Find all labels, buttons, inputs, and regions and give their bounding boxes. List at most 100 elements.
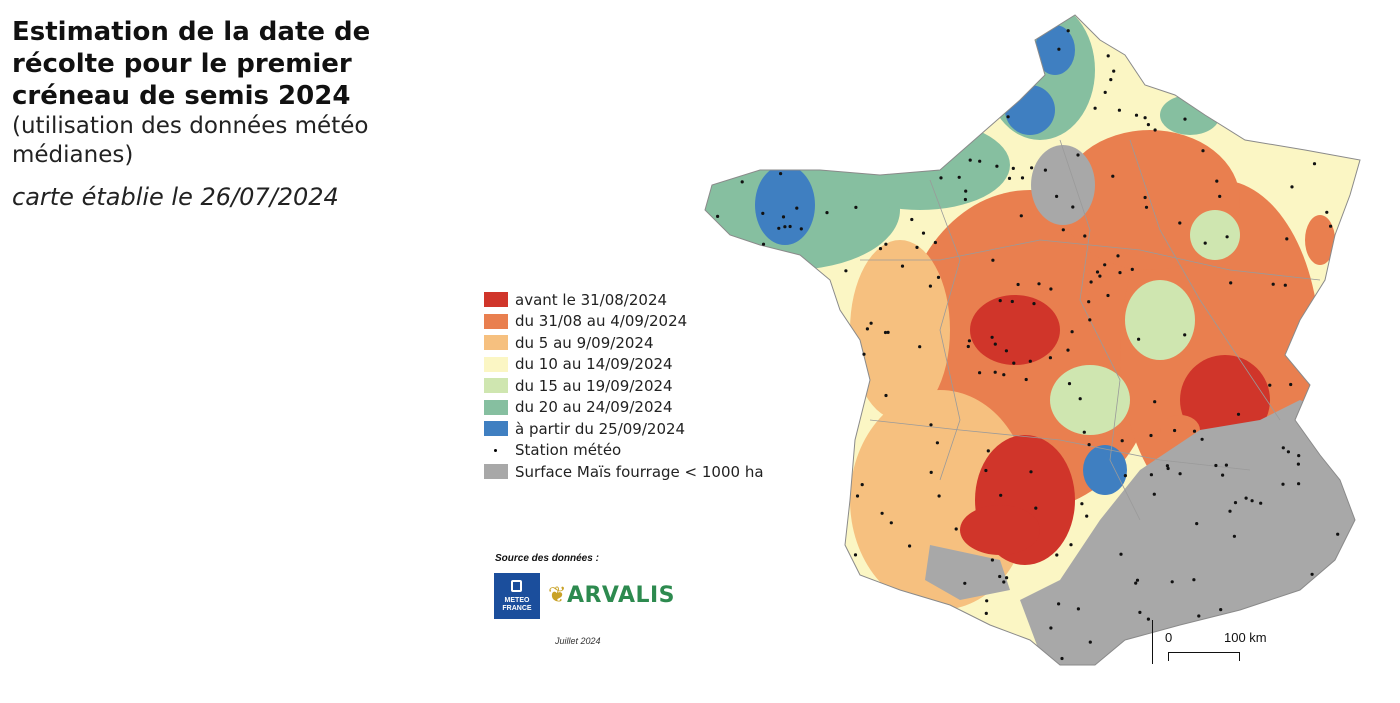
legend-swatch — [484, 313, 508, 329]
north-arrow-icon — [1152, 620, 1156, 664]
station-dot — [908, 544, 912, 548]
legend-swatch — [484, 335, 508, 351]
station-dot — [886, 330, 890, 334]
station-dot — [1232, 534, 1236, 538]
zone-garonne-red — [960, 505, 1040, 555]
legend-label: à partir du 25/09/2024 — [515, 419, 686, 438]
station-dot — [1030, 166, 1034, 170]
station-dot — [985, 599, 989, 603]
france-outline — [704, 14, 1361, 666]
station-dot — [900, 264, 905, 268]
station-dot — [967, 339, 972, 343]
station-dot — [1071, 205, 1075, 209]
zone-west-peach — [850, 240, 950, 420]
station-dot — [1055, 553, 1059, 557]
station-dot — [1106, 293, 1110, 298]
zone-bourgogne-green — [1125, 280, 1195, 360]
station-dot — [1078, 397, 1082, 401]
station-dot — [1310, 572, 1314, 576]
station-dot — [1259, 501, 1263, 505]
legend-item-gray: Surface Maïs fourrage < 1000 ha — [484, 461, 784, 483]
station-dot — [1076, 153, 1080, 157]
station-dot — [1103, 263, 1107, 267]
station-dot — [986, 449, 990, 453]
zone-lorraine-green — [1190, 210, 1240, 260]
station-dot — [984, 468, 988, 473]
scale-zero-label: 0 — [1165, 630, 1173, 645]
station-dot — [966, 344, 970, 349]
station-dot — [995, 164, 999, 168]
station-dot — [884, 393, 888, 398]
arvalis-text: ARVALIS — [566, 583, 676, 608]
station-dot — [1297, 454, 1301, 458]
station-dot — [854, 205, 858, 209]
station-dot — [1043, 168, 1047, 172]
legend-label: du 15 au 19/09/2024 — [515, 376, 673, 395]
region-border — [929, 179, 961, 481]
station-dot — [1088, 318, 1092, 322]
station-dot — [844, 269, 848, 273]
zone-ardennes — [1160, 95, 1220, 135]
legend-swatch — [484, 292, 508, 308]
station-dot — [1183, 333, 1187, 337]
station-dot — [993, 370, 997, 374]
station-dot — [964, 189, 968, 193]
station-dot — [1195, 522, 1199, 526]
station-dot — [1203, 241, 1207, 245]
station-dot — [918, 345, 922, 349]
zone-alsace-orange — [1305, 215, 1335, 265]
station-dot — [1290, 185, 1294, 189]
station-dot — [1011, 166, 1015, 170]
station-dot — [865, 327, 870, 331]
station-dot — [1135, 578, 1140, 582]
meteo-france-text: METEO FRANCE — [502, 597, 532, 612]
station-dot — [1143, 195, 1147, 200]
station-dot — [1010, 299, 1014, 304]
station-dot — [1049, 626, 1053, 630]
station-dot — [1200, 437, 1204, 441]
station-dot — [779, 172, 783, 176]
station-dot — [1144, 205, 1149, 209]
legend-swatch — [484, 356, 508, 372]
station-dot — [1024, 377, 1028, 382]
station-dot — [1007, 176, 1012, 180]
station-dot — [910, 217, 914, 222]
region-border — [1059, 139, 1141, 521]
station-dot — [880, 511, 884, 515]
station-dot — [935, 441, 940, 445]
credits-date: Juillet 2024 — [555, 636, 601, 646]
station-dot — [928, 284, 933, 288]
station-dot — [1111, 174, 1115, 178]
legend-label: du 31/08 au 4/09/2024 — [515, 312, 688, 331]
region-border — [860, 239, 1321, 281]
station-dot — [1067, 382, 1072, 386]
station-dot — [1116, 254, 1120, 258]
station-dot — [1066, 29, 1070, 33]
france-map — [704, 14, 1361, 666]
station-dot — [1087, 300, 1091, 304]
station-dot — [860, 483, 864, 487]
station-dot — [1271, 282, 1275, 286]
region-border — [869, 419, 1251, 471]
station-dot — [1088, 640, 1092, 644]
legend-label: du 20 au 24/09/2024 — [515, 398, 673, 417]
map-subtitle: (utilisation des données météo médianes) — [12, 113, 369, 168]
station-dot — [1289, 382, 1293, 387]
station-dot — [1028, 359, 1032, 363]
station-dot — [1098, 274, 1102, 278]
map-zones — [705, 15, 1360, 665]
station-dot — [957, 175, 961, 179]
station-dot — [1173, 428, 1177, 433]
station-dot — [1166, 466, 1170, 471]
legend-swatch-gray — [484, 464, 508, 480]
station-dot — [1103, 90, 1107, 94]
station-dot — [1119, 552, 1123, 556]
station-dot — [1143, 116, 1147, 120]
zone-southwest-peach — [850, 390, 1030, 610]
map-title: Estimation de la date de récolte pour le… — [12, 17, 371, 111]
station-dot — [1224, 463, 1228, 467]
meteo-france-mark-icon — [511, 580, 522, 592]
zone-paris-gray — [1031, 145, 1095, 225]
station-dot — [1123, 474, 1127, 478]
zone-pyrenees-gray — [925, 545, 1010, 600]
